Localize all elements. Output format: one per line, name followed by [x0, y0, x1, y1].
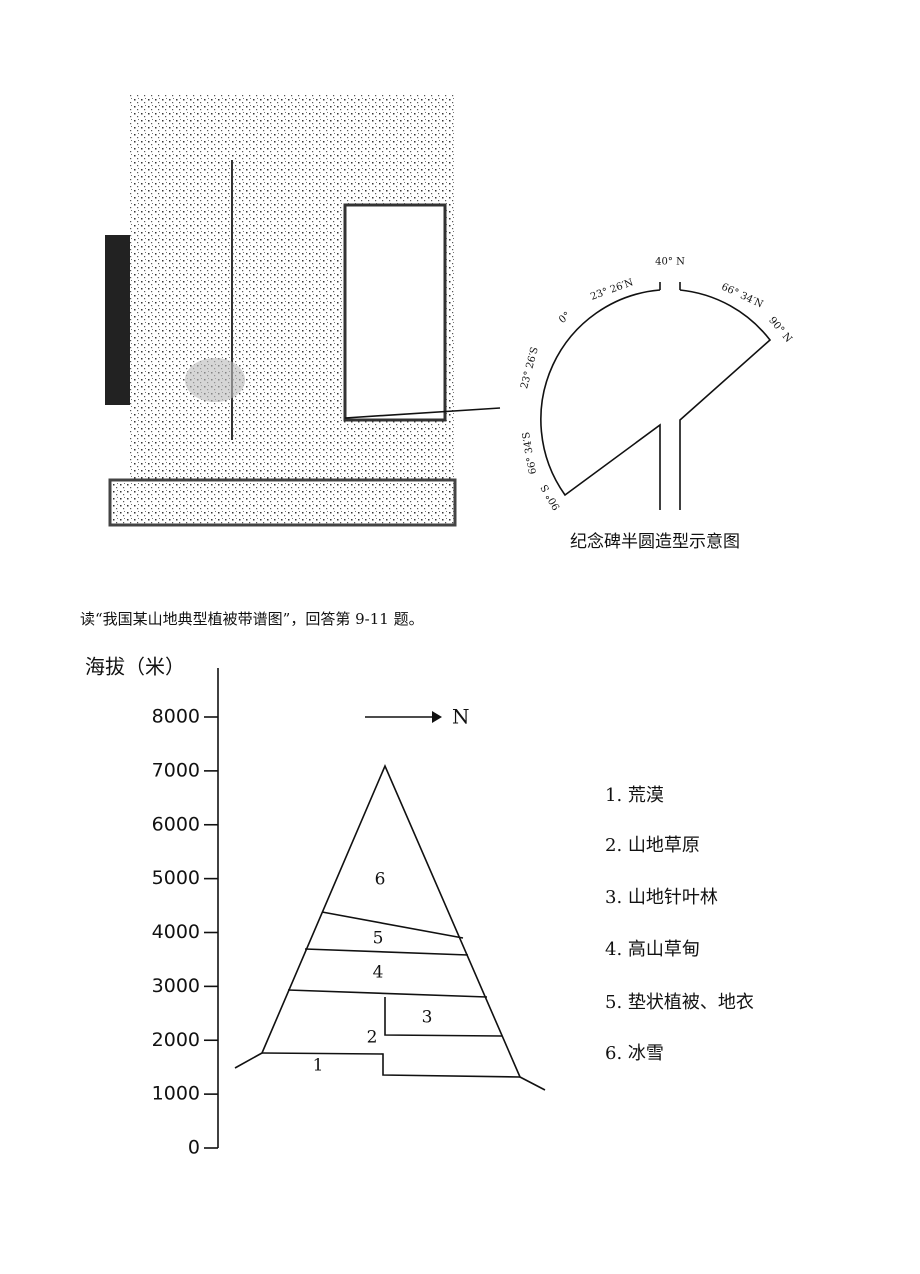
zone-label: 3 [422, 1008, 433, 1028]
question-text: 读“我国某山地典型植被带谱图”，回答第 9-11 题。 [80, 610, 424, 628]
latitude-label: 0° [557, 310, 573, 326]
latitude-label: 23° 26′S [519, 346, 541, 390]
y-axis-label: 海拔（米） [85, 655, 185, 679]
zone-label: 4 [373, 963, 384, 983]
zone-label: 5 [373, 929, 384, 949]
legend-entry: 3. 山地针叶林 [605, 887, 718, 908]
y-tick-label: 5000 [152, 867, 200, 889]
legend-entry: 1. 荒漠 [605, 785, 664, 806]
latitude-label: 23° 26′N [589, 277, 635, 303]
figure-caption: 纪念碑半圆造型示意图 [570, 531, 740, 552]
legend-entry: 6. 冰雪 [605, 1043, 664, 1064]
y-tick-label: 0 [188, 1137, 200, 1159]
y-tick-label: 8000 [152, 706, 200, 728]
latitude-label: 66° 34′S [521, 431, 539, 475]
photo [105, 95, 501, 527]
y-tick-label: 7000 [152, 759, 200, 781]
monument-diagram: 40° N 23° 26′N 0° 66° 34′N 90° N 23° 26′… [519, 257, 794, 553]
y-tick-label: 4000 [152, 921, 200, 943]
latitude-label: 40° N [655, 257, 685, 268]
y-tick-label: 6000 [152, 813, 200, 835]
zone-label: 6 [375, 870, 386, 890]
y-tick-label: 3000 [152, 975, 200, 997]
legend-entry: 5. 垫状植被、地衣 [605, 992, 754, 1013]
zone-label: 1 [313, 1056, 324, 1076]
legend-entry: 4. 高山草甸 [605, 939, 700, 960]
legend-entry: 2. 山地草原 [605, 835, 700, 856]
y-tick-label: 1000 [152, 1083, 200, 1105]
vegetation-diagram: 海拔（米） N 1 2 3 4 5 6 0 1000 2000 3000 4000 500… [85, 655, 754, 1159]
north-label: N [452, 705, 470, 729]
zone-label: 2 [367, 1028, 378, 1048]
y-tick-label: 2000 [152, 1029, 200, 1051]
latitude-label: 66° 34′N [719, 282, 764, 311]
